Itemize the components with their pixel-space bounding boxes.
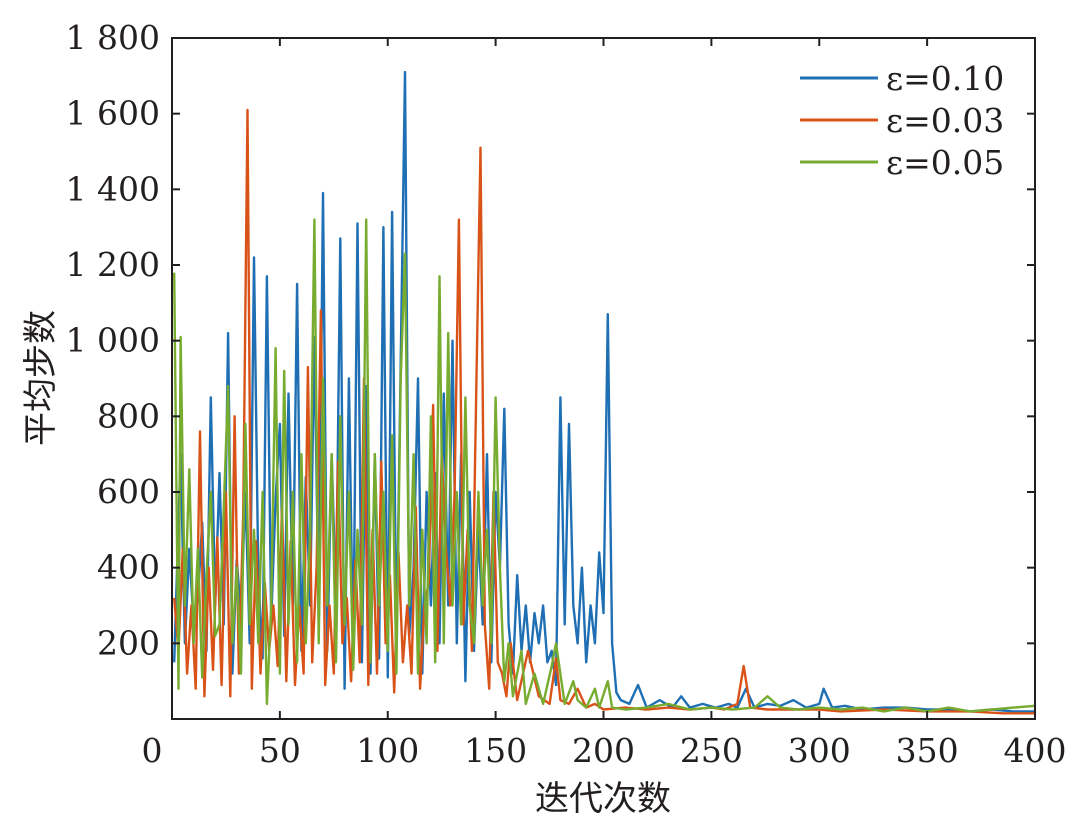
x-axis: 0 50 100 150 200 250 300 350 400 (142, 38, 1067, 770)
x-tick-label-0: 0 (142, 731, 163, 770)
y-tick-label-1: 400 (97, 548, 160, 587)
y-tick-label-8: 1 800 (66, 18, 160, 57)
y-tick-label-6: 1 400 (66, 169, 160, 208)
legend-label-1: ε=0.03 (886, 101, 1004, 140)
series-line-2 (173, 218, 1035, 713)
legend-label-0: ε=0.10 (886, 59, 1004, 98)
y-tick-label-0: 200 (97, 623, 160, 662)
x-axis-title: 迭代次数 (535, 779, 671, 819)
legend: ε=0.10ε=0.03ε=0.05 (800, 59, 1004, 182)
series-line-1 (173, 108, 1035, 715)
y-tick-label-5: 1 200 (66, 245, 160, 284)
x-tick-label-6: 300 (788, 731, 851, 770)
series-layer (173, 70, 1035, 715)
x-tick-label-7: 350 (896, 731, 959, 770)
x-tick-label-3: 150 (464, 731, 527, 770)
x-tick-label-8: 400 (1004, 731, 1067, 770)
x-tick-label-5: 250 (680, 731, 743, 770)
y-tick-label-7: 1 600 (66, 94, 160, 133)
y-axis-title: 平均步数 (21, 310, 61, 446)
y-axis: 200 400 600 800 1 000 1 200 1 400 1 600 1 800 (66, 18, 1035, 662)
y-tick-label-3: 800 (97, 396, 160, 435)
x-tick-label-2: 100 (356, 731, 419, 770)
y-tick-label-2: 600 (97, 472, 160, 511)
legend-label-2: ε=0.05 (886, 143, 1004, 182)
x-tick-label-1: 50 (259, 731, 301, 770)
x-tick-label-4: 200 (572, 731, 635, 770)
y-tick-label-4: 1 000 (66, 321, 160, 360)
